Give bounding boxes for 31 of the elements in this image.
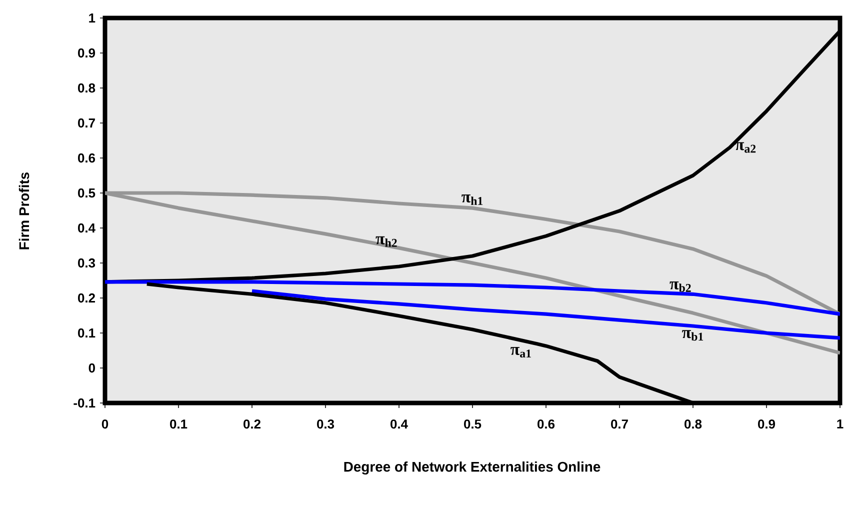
x-tick-label: 0.2: [244, 419, 260, 429]
y-tick-label: 1: [89, 14, 96, 22]
series-label: π$_{a1}$: [510, 347, 531, 358]
x-tick-label: 0.7: [611, 419, 628, 429]
x-tick-label: 0.9: [758, 419, 776, 429]
y-tick-label: 0.1: [78, 328, 96, 338]
x-tick-label: 0.5: [464, 419, 482, 429]
y-tick-label: 0.7: [78, 118, 95, 128]
y-tick-label: 0.2: [78, 293, 95, 303]
series-label: π$_{b2}$: [670, 281, 691, 292]
y-tick-label: 0.3: [78, 258, 96, 268]
x-tick-label: 0.6: [538, 419, 555, 429]
x-tick-label: 1: [837, 419, 844, 428]
x-tick-label: 0.4: [390, 419, 408, 429]
series-label: π$_{b1}$: [682, 330, 704, 341]
y-axis-title: Firm Profits: [18, 172, 30, 250]
y-tick-label: 0.5: [78, 188, 96, 198]
y-tick-label: 0.6: [78, 153, 96, 163]
y-tick-label: -0.1: [74, 398, 96, 408]
x-tick-label: 0.8: [684, 419, 702, 429]
x-tick-label: 0.1: [170, 419, 188, 429]
x-axis-title: Degree of Network Externalities Online: [344, 461, 600, 475]
series-label: π$_{h2}$: [376, 236, 397, 247]
y-tick-label: 0.8: [78, 83, 96, 93]
y-tick-label: 0.9: [78, 48, 96, 58]
series-label: π$_{h1}$: [462, 194, 483, 205]
series-label: π$_{a2}$: [735, 142, 756, 153]
y-tick-label: 0: [88, 363, 95, 373]
x-tick-label: 0.3: [317, 419, 334, 429]
y-tick-label: 0.4: [78, 223, 96, 233]
x-tick-label: 0: [102, 419, 108, 429]
